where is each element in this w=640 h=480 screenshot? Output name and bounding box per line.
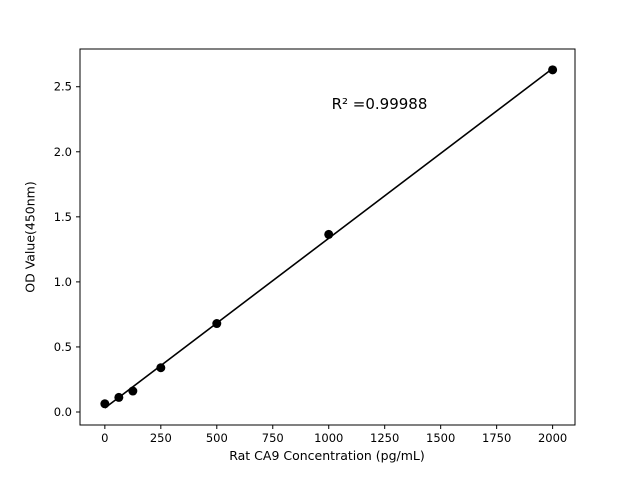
x-tick-label: 250: [150, 431, 172, 445]
y-axis-label: OD Value(450nm): [22, 181, 38, 293]
data-point: [212, 319, 222, 329]
plot-border: [79, 48, 576, 426]
data-point: [100, 399, 110, 409]
x-tick-label: 1750: [482, 431, 511, 445]
r-squared-annotation: R² =0.99988: [331, 94, 428, 113]
x-tick-label: 500: [206, 431, 228, 445]
y-tick-label: 0.5: [54, 340, 72, 354]
data-point: [128, 386, 138, 396]
data-point: [548, 65, 558, 75]
y-tick-label: 1.0: [54, 275, 72, 289]
y-tick-label: 1.5: [54, 210, 72, 224]
data-point: [324, 229, 334, 239]
x-tick-label: 0: [101, 431, 108, 445]
y-tick-label: 2.5: [54, 80, 72, 94]
data-point: [114, 392, 124, 402]
y-tick-label: 0.0: [54, 405, 72, 419]
x-tick-label: 2000: [538, 431, 567, 445]
y-tick-label: 2.0: [54, 145, 72, 159]
x-tick-label: 1250: [370, 431, 399, 445]
data-point: [156, 363, 166, 373]
x-tick-label: 750: [262, 431, 284, 445]
x-axis-label: Rat CA9 Concentration (pg/mL): [229, 448, 425, 463]
x-tick-label: 1500: [426, 431, 455, 445]
x-tick-label: 1000: [314, 431, 343, 445]
